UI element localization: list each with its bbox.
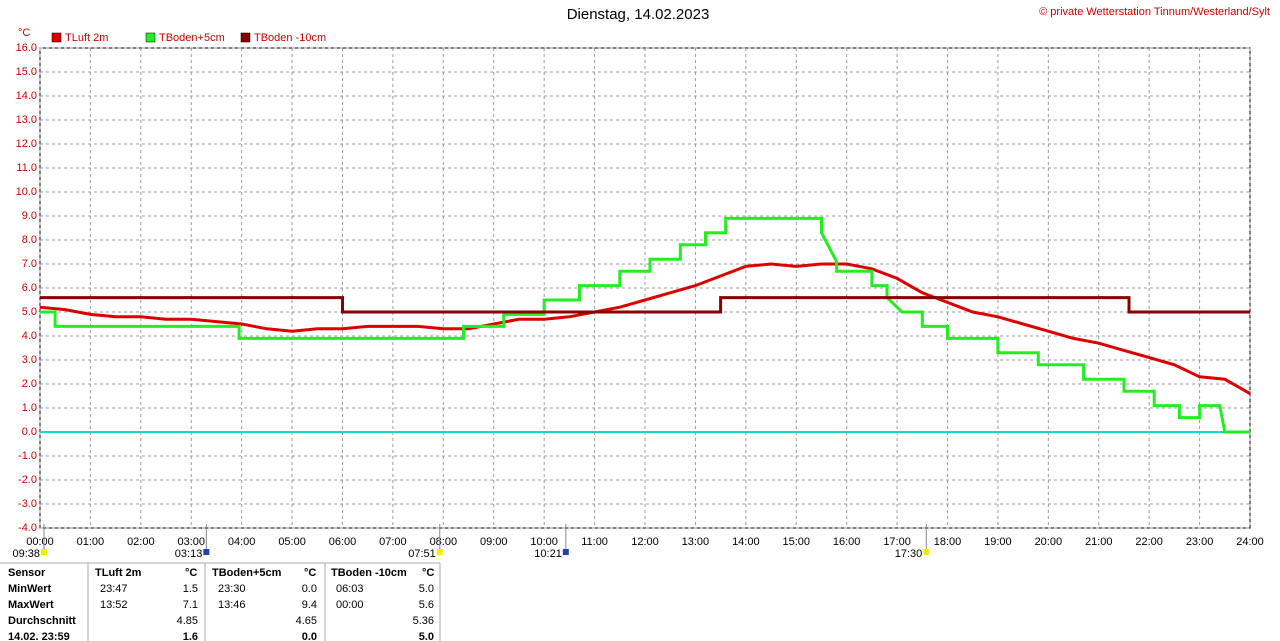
- annotation-marker: [41, 549, 47, 555]
- y-tick-label: -2.0: [18, 474, 37, 486]
- table-header: °C: [304, 567, 316, 579]
- x-tick-label: 15:00: [782, 536, 810, 548]
- x-tick-label: 11:00: [581, 536, 608, 548]
- annotation-label: 10:21: [534, 548, 562, 560]
- table-cell: 0.0: [302, 583, 317, 595]
- x-tick-label: 22:00: [1135, 536, 1163, 548]
- y-tick-label: 9.0: [22, 210, 37, 222]
- y-tick-label: -1.0: [18, 450, 37, 462]
- x-tick-label: 06:00: [329, 536, 357, 548]
- y-tick-label: 15.0: [16, 66, 37, 78]
- legend-swatch: [51, 32, 62, 43]
- table-cell: 14.02. 23:59: [8, 631, 70, 641]
- y-tick-label: 4.0: [22, 330, 37, 342]
- y-tick-label: 0.0: [22, 426, 37, 438]
- x-tick-label: 07:00: [379, 536, 407, 548]
- y-axis-label: °C: [18, 27, 30, 39]
- table-header: Sensor: [8, 567, 46, 579]
- y-tick-label: 7.0: [22, 258, 37, 270]
- legend-swatch: [240, 32, 251, 43]
- table-cell: Durchschnitt: [8, 615, 76, 627]
- x-tick-label: 19:00: [984, 536, 1012, 548]
- x-tick-label: 02:00: [127, 536, 155, 548]
- legend-label: TLuft 2m: [65, 32, 108, 44]
- table-cell: 13:52: [100, 599, 128, 611]
- table-header: °C: [422, 567, 434, 579]
- x-tick-label: 00:00: [26, 536, 54, 548]
- y-tick-label: 1.0: [22, 402, 37, 414]
- x-tick-label: 09:00: [480, 536, 508, 548]
- table-cell: 00:00: [336, 599, 364, 611]
- x-tick-label: 03:00: [177, 536, 205, 548]
- table-cell: 4.85: [177, 615, 198, 627]
- legend-swatch: [145, 32, 156, 43]
- x-tick-label: 14:00: [732, 536, 760, 548]
- series-line: [40, 216, 1250, 434]
- y-tick-label: 10.0: [16, 186, 37, 198]
- annotation-marker: [562, 549, 569, 555]
- x-tick-label: 04:00: [228, 536, 256, 548]
- y-tick-label: 6.0: [22, 282, 37, 294]
- y-tick-label: 14.0: [16, 90, 37, 102]
- y-tick-label: -3.0: [18, 498, 37, 510]
- table-cell: 4.65: [296, 615, 317, 627]
- annotation-marker: [923, 549, 930, 555]
- table-cell: 06:03: [336, 583, 364, 595]
- series-line: [40, 296, 1250, 314]
- table-cell: 1.6: [183, 631, 198, 641]
- y-tick-label: 3.0: [22, 354, 37, 366]
- x-tick-label: 12:00: [631, 536, 659, 548]
- chart-title: Dienstag, 14.02.2023: [567, 6, 710, 23]
- table-cell: 5.0: [419, 583, 434, 595]
- y-tick-label: 13.0: [16, 114, 37, 126]
- x-tick-label: 10:00: [530, 536, 558, 548]
- x-tick-label: 05:00: [278, 536, 306, 548]
- y-tick-label: 5.0: [22, 306, 37, 318]
- y-tick-label: 8.0: [22, 234, 37, 246]
- annotation-label: 07:51: [408, 548, 436, 560]
- x-tick-label: 18:00: [934, 536, 962, 548]
- annotation-label: 03:13: [175, 548, 203, 560]
- table-header: TBoden -10cm: [331, 567, 407, 579]
- x-tick-label: 21:00: [1085, 536, 1113, 548]
- x-tick-label: 23:00: [1186, 536, 1214, 548]
- x-tick-label: 08:00: [430, 536, 458, 548]
- table-cell: 7.1: [183, 599, 198, 611]
- x-tick-label: 13:00: [682, 536, 710, 548]
- table-cell: 23:30: [218, 583, 246, 595]
- annotation-label: 09:38: [12, 548, 40, 560]
- annotation-label: 17:30: [895, 548, 923, 560]
- table-cell: 5.0: [419, 631, 434, 641]
- annotation-marker: [436, 549, 443, 555]
- table-cell: 5.36: [413, 615, 434, 627]
- legend-label: TBoden+5cm: [159, 32, 225, 44]
- table-cell: 5.6: [419, 599, 434, 611]
- table-header: TBoden+5cm: [212, 567, 282, 579]
- y-tick-label: -4.0: [18, 522, 37, 534]
- table-cell: 1.5: [183, 583, 198, 595]
- table-cell: MaxWert: [8, 599, 54, 611]
- table-header: °C: [185, 567, 197, 579]
- table-cell: 0.0: [302, 631, 317, 641]
- annotation-marker: [203, 549, 210, 555]
- x-tick-label: 16:00: [833, 536, 861, 548]
- y-tick-label: 16.0: [16, 42, 37, 54]
- table-cell: 13:46: [218, 599, 246, 611]
- y-tick-label: 2.0: [22, 378, 37, 390]
- x-tick-label: 17:00: [883, 536, 911, 548]
- table-cell: MinWert: [8, 583, 52, 595]
- series-line: [39, 262, 1251, 395]
- x-tick-label: 20:00: [1035, 536, 1063, 548]
- x-tick-label: 24:00: [1236, 536, 1264, 548]
- table-header: TLuft 2m: [95, 567, 142, 579]
- legend-label: TBoden -10cm: [254, 32, 326, 44]
- table-cell: 9.4: [302, 599, 317, 611]
- x-tick-label: 01:00: [77, 536, 105, 548]
- y-tick-label: 12.0: [16, 138, 37, 150]
- table-cell: 23:47: [100, 583, 128, 595]
- credit: © private Wetterstation Tinnum/Westerlan…: [1039, 6, 1270, 18]
- y-tick-label: 11.0: [16, 162, 37, 174]
